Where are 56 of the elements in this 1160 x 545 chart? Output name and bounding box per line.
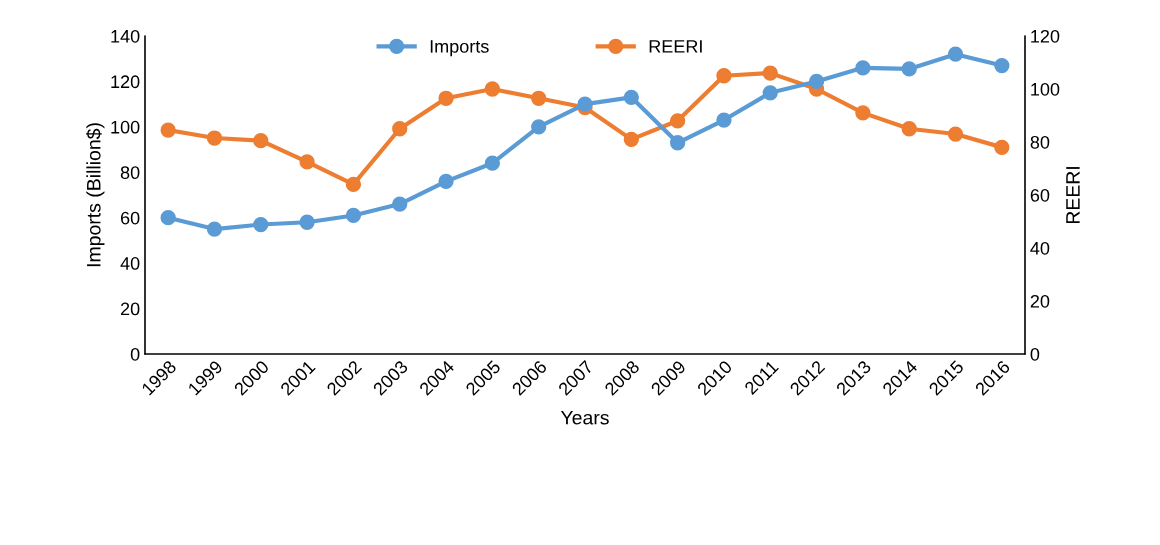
point xyxy=(531,119,547,135)
point xyxy=(577,96,593,112)
point xyxy=(345,207,362,224)
y-tick-label: 120 xyxy=(111,75,140,89)
point xyxy=(623,131,639,147)
point xyxy=(160,210,176,226)
y-tick-label: 40 xyxy=(120,257,140,270)
point xyxy=(994,139,1010,155)
y-tick-label: 80 xyxy=(120,166,140,180)
point xyxy=(345,176,362,193)
point xyxy=(855,105,871,121)
x-axis-title: Years xyxy=(560,410,609,425)
point xyxy=(253,133,269,149)
point xyxy=(206,221,223,237)
point xyxy=(299,154,315,170)
y-tick-label: 140 xyxy=(111,29,140,43)
y2-tick-label: 120 xyxy=(1031,29,1060,43)
point xyxy=(716,68,732,84)
legend-label: Imports xyxy=(430,40,489,57)
point xyxy=(669,113,686,129)
point xyxy=(531,90,547,106)
point xyxy=(947,126,964,142)
y2-tick-label: 0 xyxy=(1030,347,1040,361)
legend-label: REERI xyxy=(649,40,702,53)
point xyxy=(438,90,454,106)
point xyxy=(716,112,732,128)
y-tick-label: 100 xyxy=(111,120,140,134)
y2-tick-label: 100 xyxy=(1031,82,1060,96)
point xyxy=(669,135,686,151)
point xyxy=(901,121,917,137)
point xyxy=(808,73,825,90)
point xyxy=(299,214,315,230)
point xyxy=(392,196,408,212)
point xyxy=(484,155,501,171)
point xyxy=(484,81,501,97)
point xyxy=(762,65,778,81)
point xyxy=(901,61,917,77)
y2-axis-title: REERI xyxy=(1066,167,1080,224)
y2-tick-label: 80 xyxy=(1030,135,1050,149)
point xyxy=(160,122,176,138)
y2-tick-label: 40 xyxy=(1030,241,1050,255)
point xyxy=(947,46,964,62)
y-tick-label: 20 xyxy=(120,302,140,316)
point xyxy=(994,57,1010,74)
point xyxy=(623,89,639,105)
point xyxy=(206,130,223,146)
y-tick-label: 0 xyxy=(130,347,140,361)
point xyxy=(392,121,408,137)
y2-tick-label: 20 xyxy=(1030,294,1050,308)
point xyxy=(855,60,871,76)
point xyxy=(762,85,778,101)
y2-tick-label: 60 xyxy=(1030,188,1050,202)
y-axis-title: Imports (Billion$) xyxy=(86,123,105,267)
point xyxy=(438,173,454,190)
y-tick-label: 60 xyxy=(120,211,140,225)
point xyxy=(253,216,269,233)
